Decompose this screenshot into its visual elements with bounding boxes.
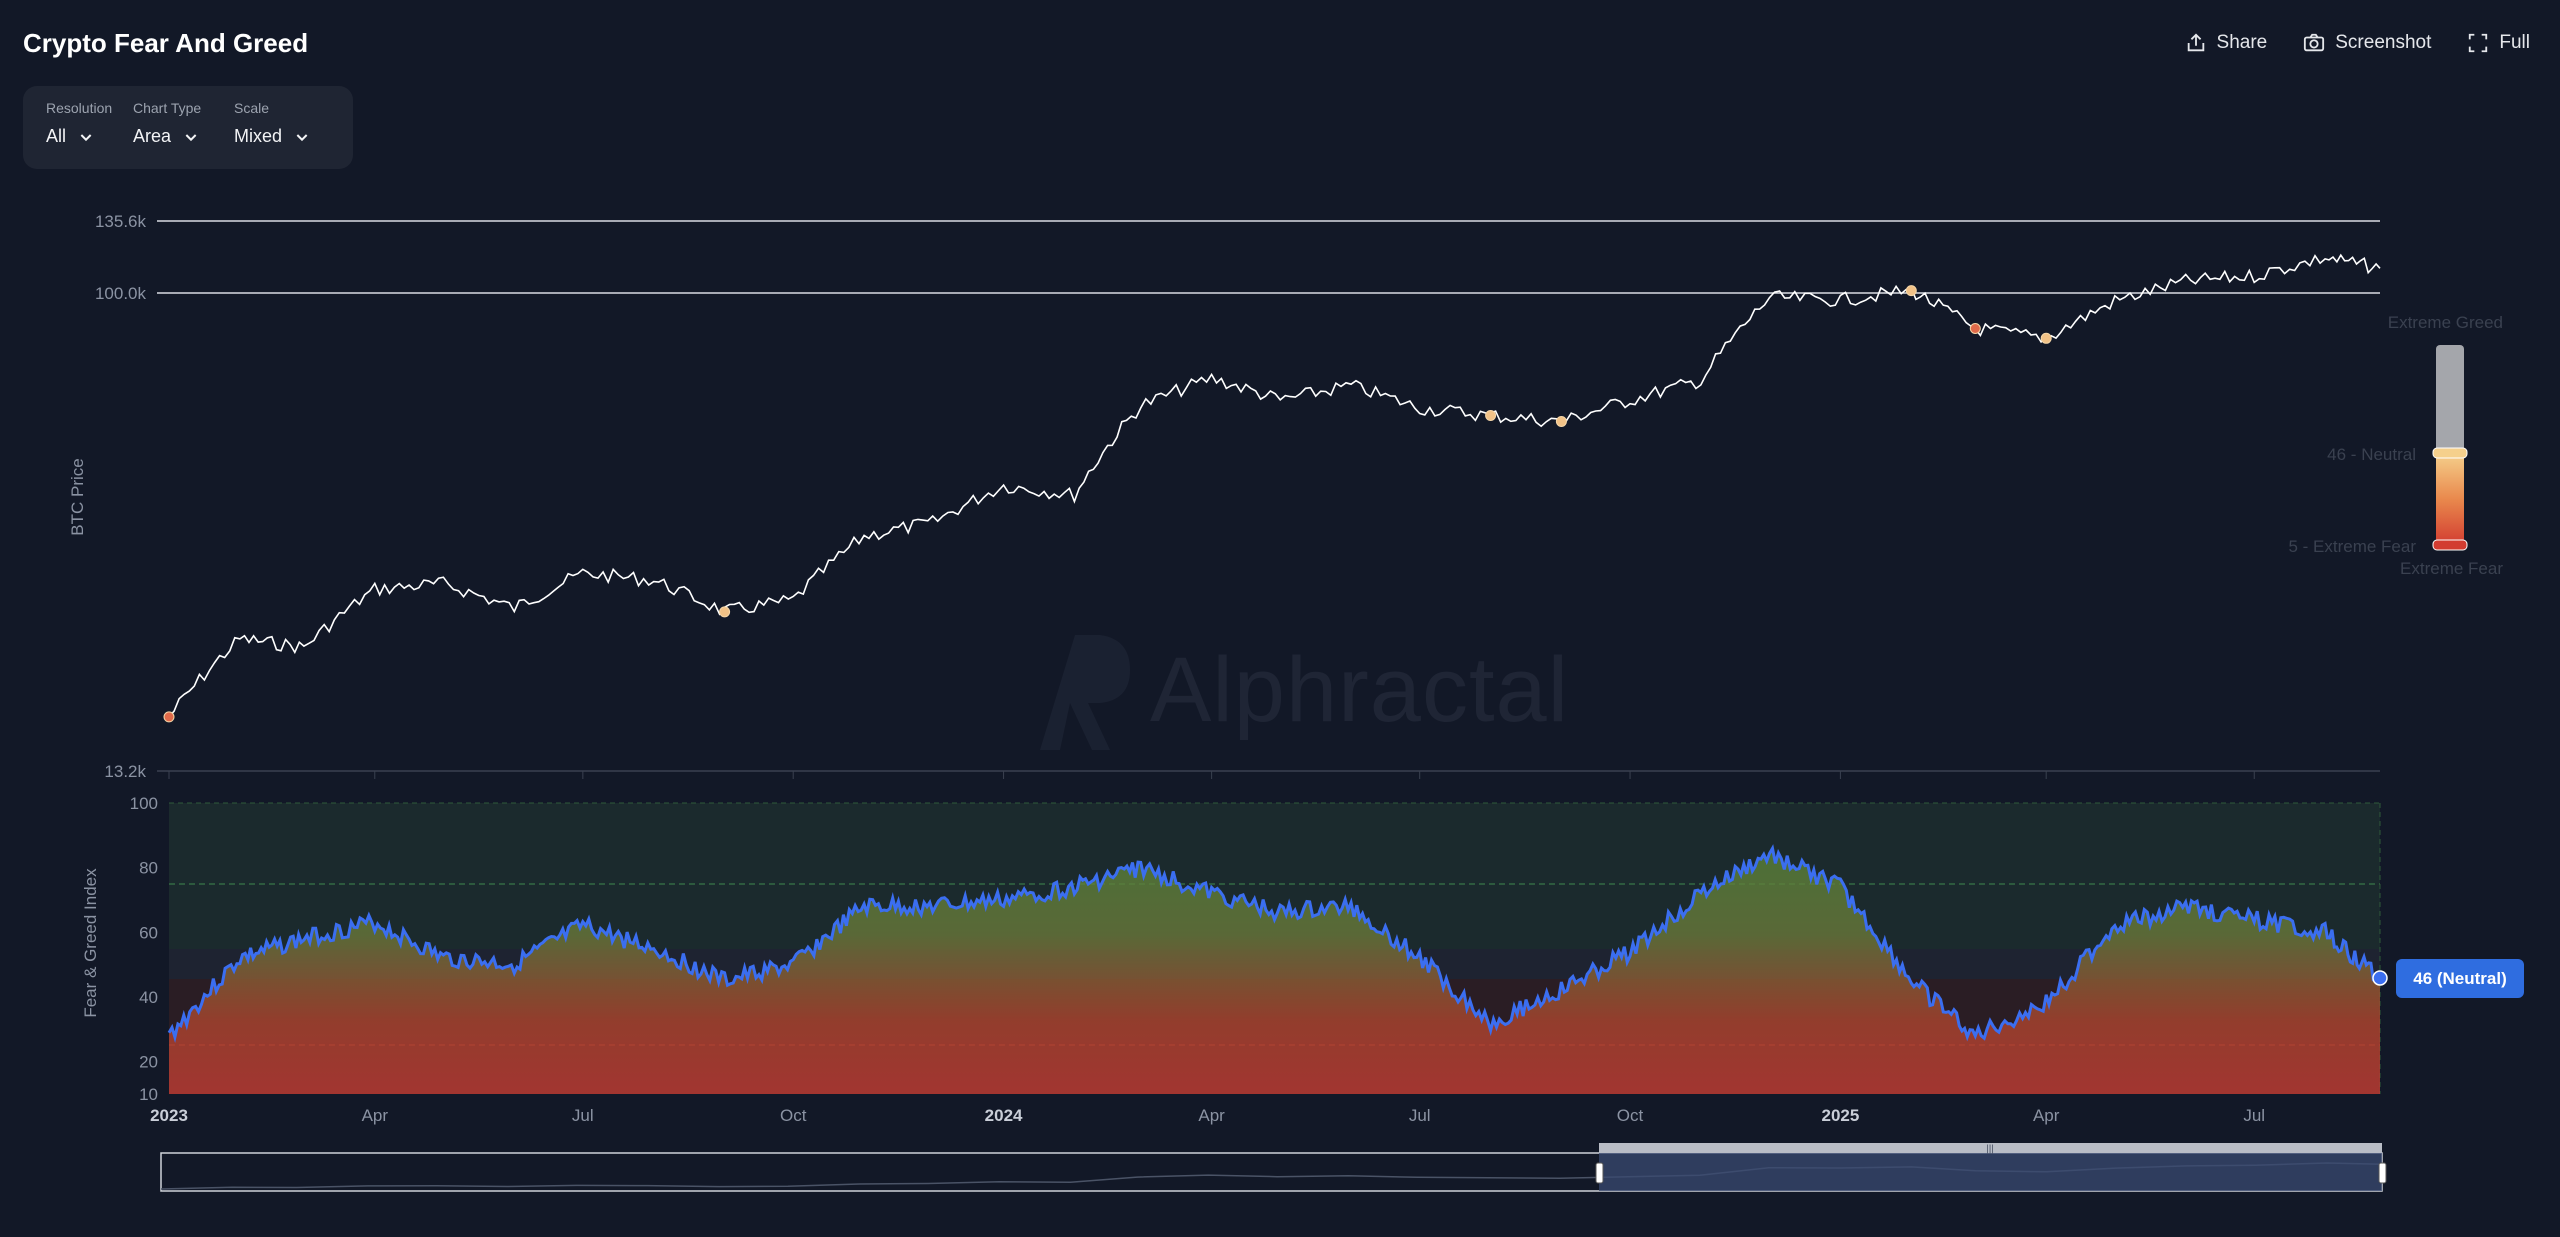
gauge-bottom-label: Extreme Fear [2400,559,2503,578]
x-tick-label: Oct [1617,1106,1644,1125]
x-tick-label: Apr [362,1106,389,1125]
x-tick-label: 2025 [1821,1106,1859,1125]
screenshot-button[interactable]: Screenshot [2303,32,2431,54]
toolbar: Share Screenshot Full [2185,32,2530,54]
current-value-marker [2372,970,2388,986]
fear-point [1905,285,1917,297]
chart-type-value: Area [133,126,172,146]
resolution-value: All [46,126,67,146]
fear-point [163,711,175,723]
btc-price-series [163,253,2381,723]
chevron-down-icon [296,133,308,141]
navigator-left-handle[interactable] [1595,1162,1604,1184]
navigator-right-handle[interactable] [2378,1162,2387,1184]
fg-y-tick: 80 [139,859,158,878]
price-axis-label: BTC Price [68,458,87,535]
fg-y-ticks: 100 80 60 40 20 10 [130,794,158,1104]
navigator-selection[interactable] [1599,1153,2382,1191]
x-tick-label: Oct [780,1106,807,1125]
fear-point [1969,323,1981,334]
x-tick-label: 2023 [150,1106,188,1125]
camera-icon [2304,33,2325,52]
watermark-text: Alphractal [1150,638,1570,741]
fear-point [2040,332,2052,344]
fg-y-tick: 40 [139,988,158,1007]
fear-greed-line [167,844,2382,1043]
scale-label: Scale [234,100,270,116]
chevron-down-icon [185,133,197,141]
gauge-min-label: 5 - Extreme Fear [2288,537,2416,556]
navigator-scrollbar[interactable] [1599,1143,2382,1153]
x-tick-label: Jul [1409,1106,1431,1125]
fear-point [1555,416,1567,427]
fear-greed-series [167,844,2382,1094]
resolution-label: Resolution [46,100,113,116]
fg-y-tick: 20 [139,1053,158,1072]
alphractal-logo-icon [1040,635,1130,750]
price-grid [157,220,2380,772]
resolution-select[interactable]: Resolution All [46,100,112,147]
watermark: Alphractal [1030,625,1569,755]
fg-axis-label: Fear & Greed Index [81,868,100,1018]
chart-type-select[interactable]: Chart Type Area [133,100,201,147]
chart-controls: Resolution All Chart Type Area Scale Mix… [23,86,353,169]
x-axis-ticks: 2023 Apr Jul Oct 2024 Apr Jul Oct 2025 Apr Jul [150,771,2265,1125]
gauge-current-label: 46 - Neutral [2327,445,2416,464]
fg-y-tick: 10 [139,1085,158,1104]
fg-y-tick: 60 [139,923,158,942]
x-tick-label: Apr [2033,1106,2060,1125]
price-tick-mid: 100.0k [95,284,147,303]
chevron-down-icon [80,133,92,141]
price-tick-top: 135.6k [95,212,147,231]
price-tick-bottom: 13.2k [104,762,146,781]
share-icon [2187,33,2204,52]
scale-value: Mixed [234,126,283,146]
range-navigator[interactable]: ||| [160,1143,2387,1192]
fear-point [719,606,731,618]
fullscreen-button[interactable]: Full [2467,32,2530,54]
svg-text:|||: ||| [1986,1144,1994,1155]
chart-type-label: Chart Type [133,100,202,116]
fear-greed-area [169,848,2380,1094]
x-tick-label: Jul [2243,1106,2265,1125]
btc-price-line [168,253,2381,718]
screenshot-label: Screenshot [2335,32,2432,53]
scale-select[interactable]: Scale Mixed [234,100,310,147]
share-label: Share [2216,32,2268,53]
x-tick-label: Jul [572,1106,594,1125]
x-tick-label: Apr [1198,1106,1225,1125]
gauge-top-label: Extreme Greed [2388,313,2503,332]
full-label: Full [2499,32,2530,53]
current-value-badge: 46 (Neutral) [2396,959,2524,998]
x-tick-label: 2024 [985,1106,1023,1125]
fg-y-tick: 100 [130,794,158,813]
share-button[interactable]: Share [2185,32,2268,54]
page-title: Crypto Fear And Greed [23,28,309,58]
sentiment-gauge: Extreme Greed 46 - Neutral 5 - Extreme F… [2288,313,2503,578]
expand-icon [2469,33,2488,53]
fear-point [1485,410,1497,421]
